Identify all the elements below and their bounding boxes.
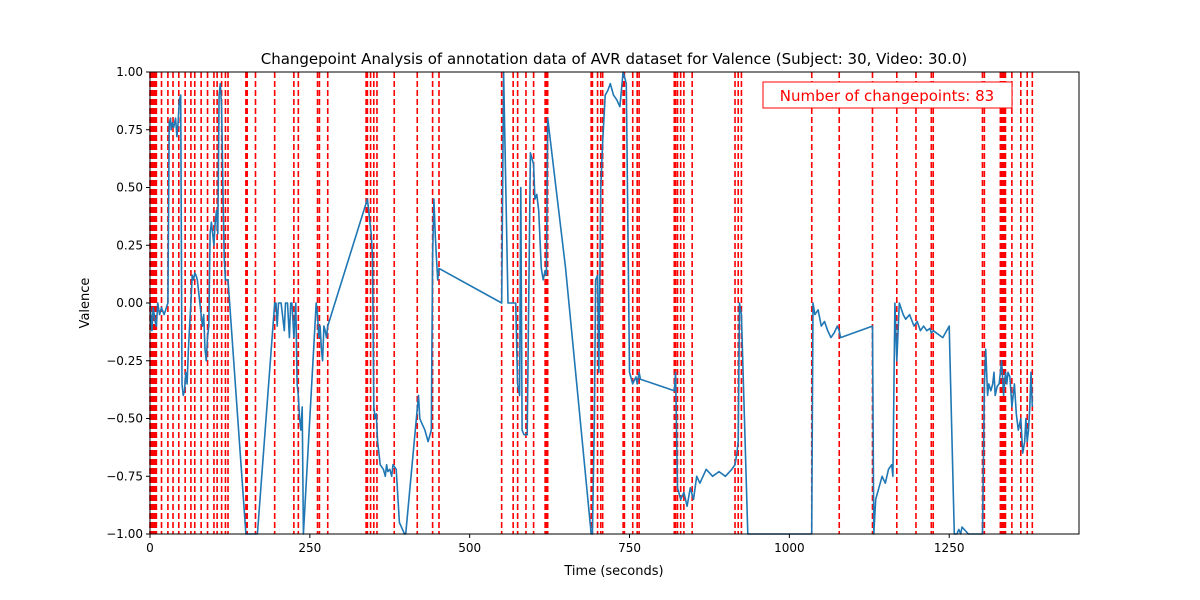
- y-tick-label-6: 0.50: [116, 181, 143, 195]
- y-tick-label-4: 0.00: [116, 296, 143, 310]
- y-tick-label-0: −1.00: [106, 527, 143, 541]
- x-axis-label: Time (seconds): [563, 564, 663, 579]
- changepoint-count-annotation: Number of changepoints: 83: [780, 87, 994, 105]
- x-tick-label-1: 250: [298, 541, 321, 555]
- series-group: [149, 71, 1034, 535]
- x-tick-label-5: 1250: [934, 541, 965, 555]
- plot-frame: [149, 71, 1080, 535]
- chart-title: Changepoint Analysis of annotation data …: [261, 50, 968, 68]
- y-tick-label-1: −0.75: [106, 469, 143, 483]
- y-tick-label-8: 1.00: [116, 65, 143, 79]
- x-tick-label-4: 1000: [774, 541, 805, 555]
- x-tick-label-0: 0: [146, 541, 154, 555]
- x-tick-label-2: 500: [458, 541, 481, 555]
- y-axis-ticks: −1.00 −0.75 −0.50 −0.25 0.00 0.25 0.50 0.75 1.00: [106, 65, 150, 541]
- y-axis-label: Valence: [78, 278, 93, 329]
- y-tick-label-5: 0.25: [116, 238, 143, 252]
- y-tick-label-2: −0.50: [106, 412, 143, 426]
- x-tick-label-3: 750: [618, 541, 641, 555]
- y-tick-label-3: −0.25: [106, 354, 143, 368]
- annotation-box: [762, 81, 1013, 109]
- series-line-0: [149, 71, 1034, 535]
- y-tick-label-7: 0.75: [116, 123, 143, 137]
- x-axis-ticks: 0 250 500 750 1000 1250: [146, 534, 964, 555]
